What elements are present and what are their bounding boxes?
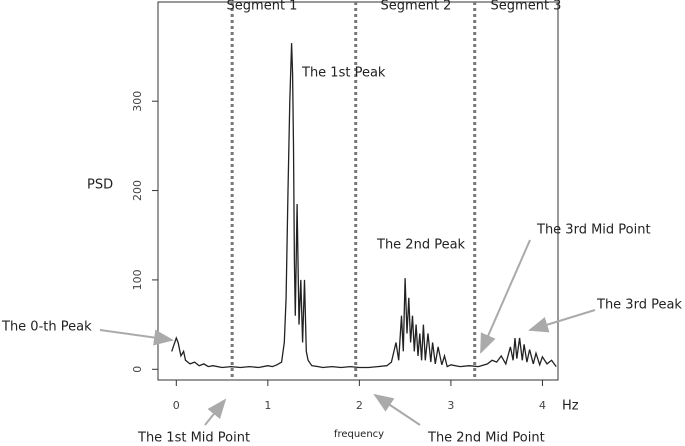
x-tick-label: 1 [264,399,271,412]
x-tick-label: 0 [173,399,180,412]
annotation: The 1st Mid Point [137,431,250,446]
x-unit: Hz [562,399,579,414]
y-axis-label: PSD [87,178,113,193]
annotation-arrow [373,393,421,426]
plot-frame [157,1,559,381]
annotation-arrow [99,329,174,346]
annotation: The 3rd Mid Point [536,223,651,238]
annotation-arrow [204,398,227,426]
y-tick-label: 200 [131,180,144,201]
annotation: The 2nd Mid Point [427,431,545,446]
annotation-arrow [480,239,531,354]
segment-label: Segment 2 [381,0,452,14]
annotation: The 3rd Peak [596,298,682,313]
psd-line [171,43,557,369]
y-tick-label: 0 [131,366,144,373]
x-tick-label: 2 [356,399,363,412]
x-axis-label: frequency [334,429,384,440]
annotation: The 0-th Peak [1,320,92,335]
annotation-arrow [528,309,596,333]
x-tick-label: 4 [539,399,546,412]
annotation: The 2nd Peak [376,238,466,253]
y-tick-label: 300 [131,91,144,112]
y-tick-label: 100 [131,269,144,290]
segment-label: Segment 1 [227,0,298,14]
annotation: The 1st Peak [301,66,386,81]
segment-label: Segment 3 [491,0,562,14]
x-tick-label: 3 [447,399,454,412]
